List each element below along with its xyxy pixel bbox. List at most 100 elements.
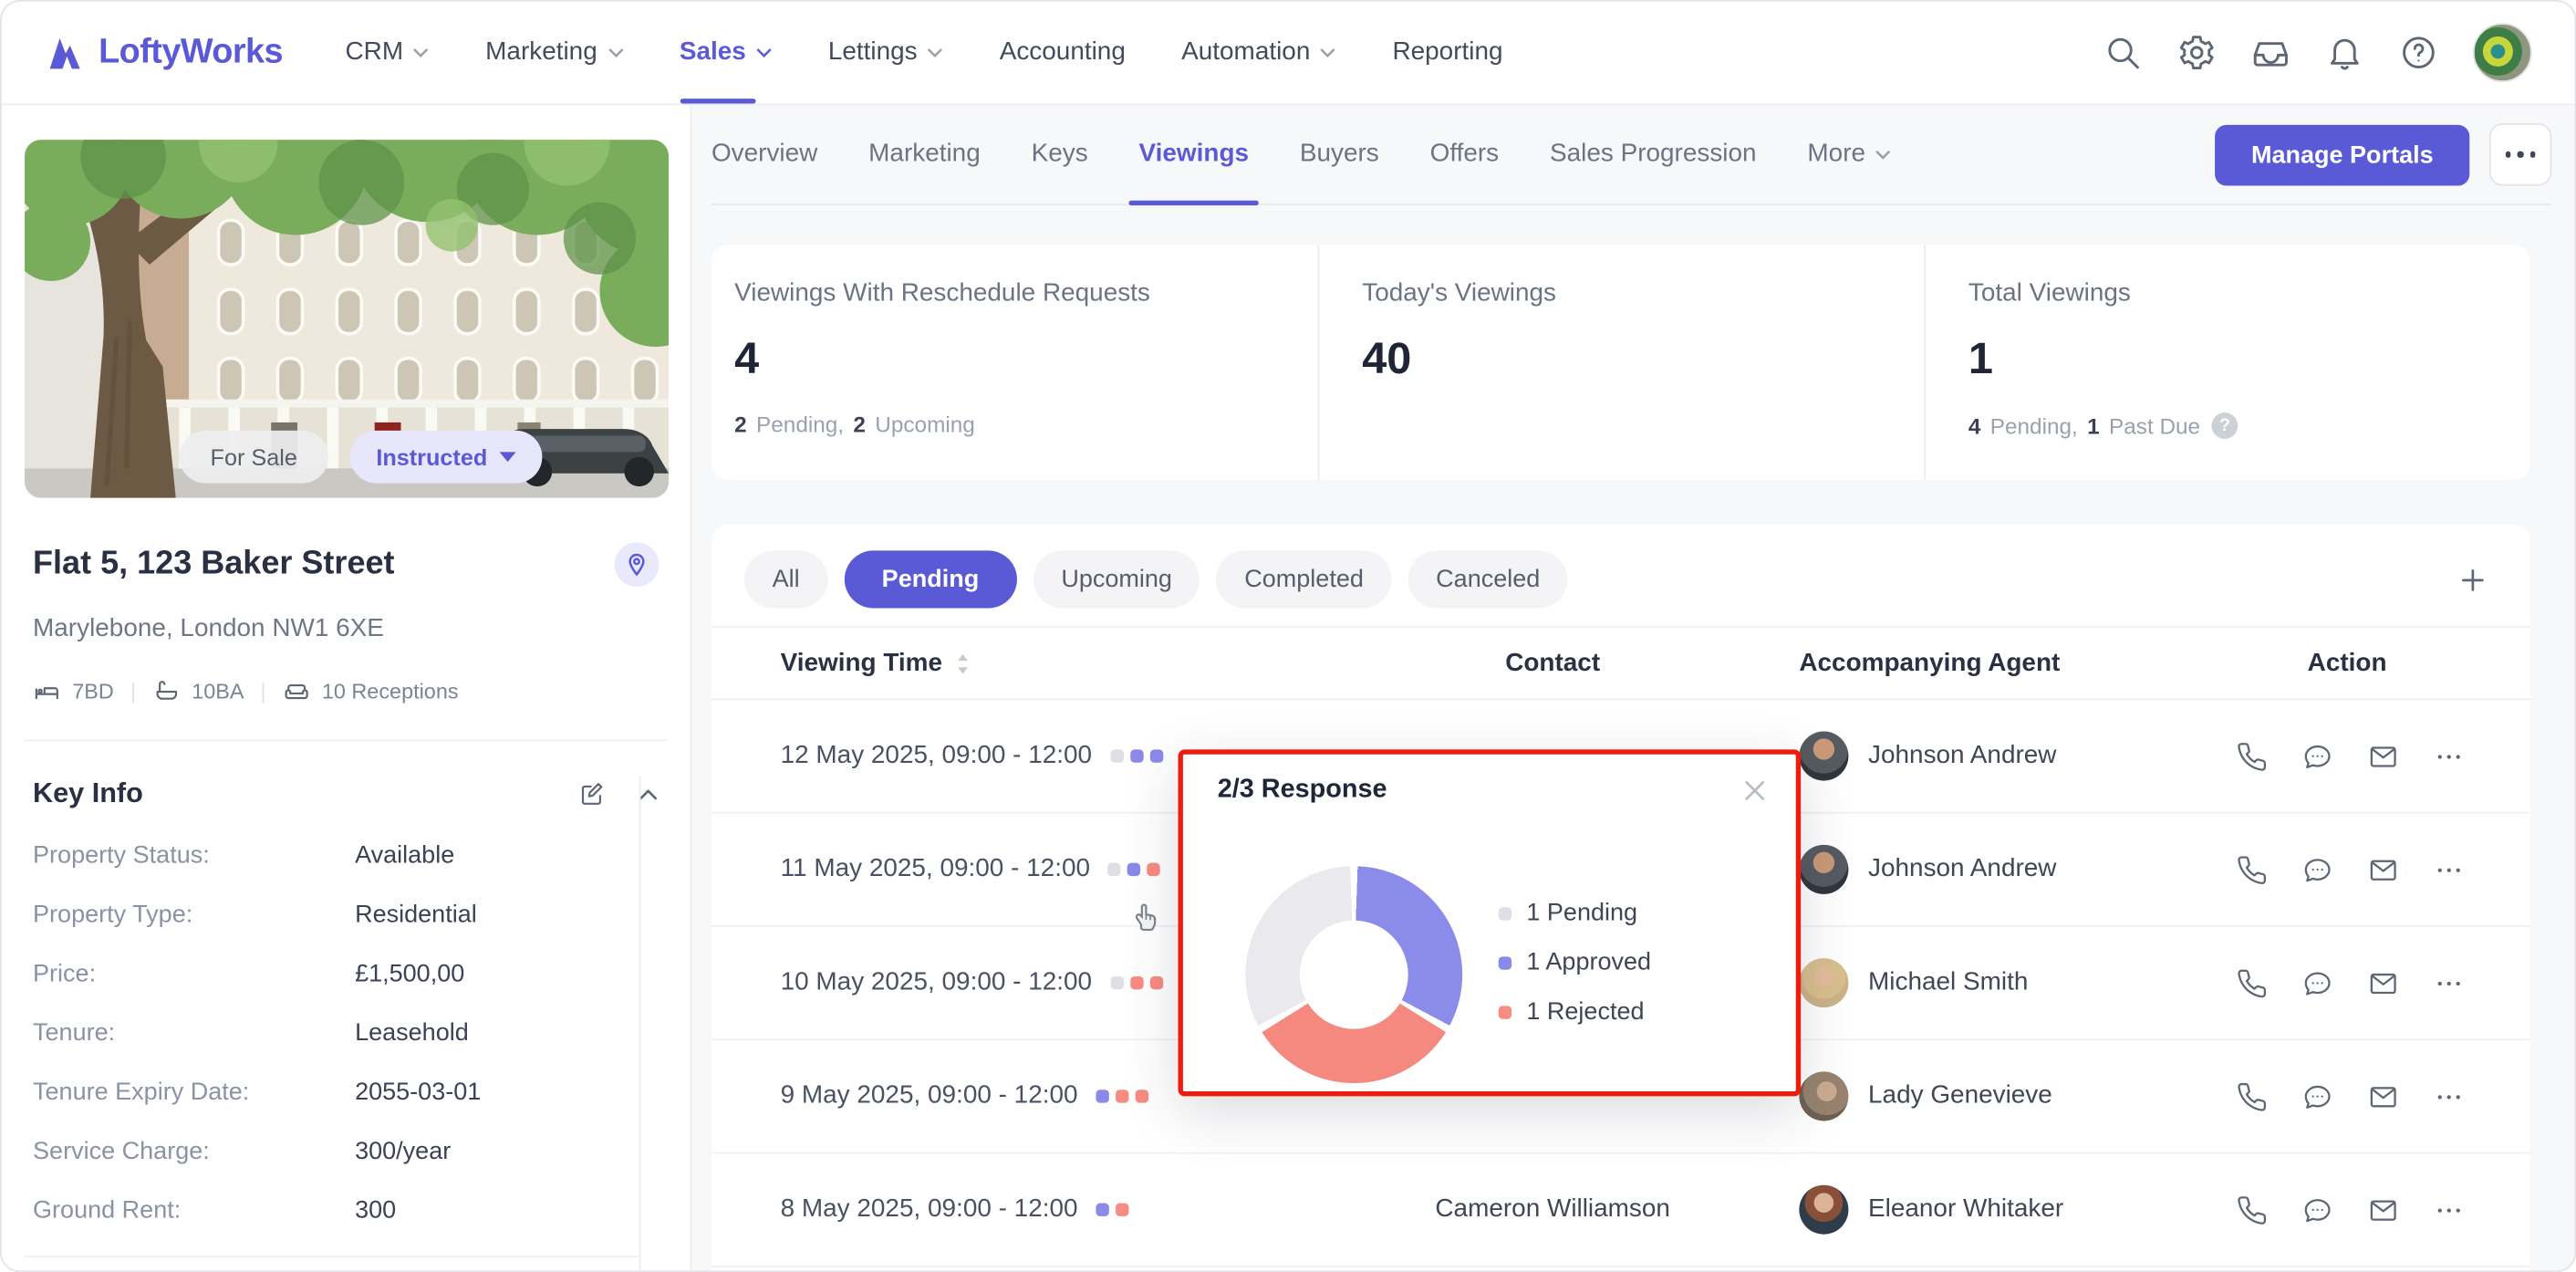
agent-avatar [1799,1184,1849,1235]
response-popup: 2/3 Response 1 Pending 1 Approved 1 Reje… [1178,749,1802,1097]
legend-item-approved: 1 Approved [1498,948,1651,976]
tab-marketing[interactable]: Marketing [868,140,981,168]
filter-pending[interactable]: Pending [844,550,1017,609]
property-sidebar: For Sale Instructed Flat 5, 123 Baker St… [1,105,692,1271]
chat-icon[interactable] [2302,1080,2333,1111]
col-contact: Contact [1505,648,1601,677]
mail-icon[interactable] [2368,1194,2399,1225]
tab-sales-progression[interactable]: Sales Progression [1549,140,1757,168]
for-sale-badge: For Sale [179,430,329,484]
response-dots[interactable] [1109,749,1163,763]
settings-icon[interactable] [2177,33,2217,72]
reception-icon [285,683,308,700]
section-tabs: Overview Marketing Keys Viewings Buyers … [711,105,2552,206]
mail-icon[interactable] [2368,1080,2399,1111]
user-avatar[interactable] [2472,23,2532,83]
nav-item-crm[interactable]: CRM [345,2,430,104]
search-icon[interactable] [2103,33,2143,72]
ellipsis-icon [2505,151,2536,158]
status-filters: All Pending Upcoming Completed Canceled [712,525,2530,609]
mail-icon[interactable] [2368,967,2399,998]
help-icon[interactable] [2399,33,2438,72]
popup-title: 2/3 Response [1217,776,1387,804]
response-dots[interactable] [1096,1203,1129,1216]
ellipsis-icon[interactable] [2434,1194,2465,1225]
topbar: LoftyWorks CRM Marketing Sales Lettings … [1,1,2575,106]
topbar-icons [2103,23,2532,83]
response-dots[interactable] [1107,862,1161,877]
response-dots[interactable] [1109,975,1163,990]
chat-icon[interactable] [2302,740,2333,771]
legend-item-rejected: 1 Rejected [1498,997,1651,1026]
filter-upcoming[interactable]: Upcoming [1033,550,1200,609]
key-info-row: Tenure Expiry Date: 2055-03-01 [33,1078,482,1107]
ellipsis-icon[interactable] [2434,854,2465,885]
property-address: Marylebone, London NW1 6XE [33,614,384,643]
filter-all[interactable]: All [743,550,828,609]
baths-spec: 10BA [152,677,244,705]
caret-down-icon [498,452,515,463]
manage-portals-button[interactable]: Manage Portals [2215,123,2470,185]
plus-icon [2462,568,2484,590]
nav-item-accounting[interactable]: Accounting [999,37,1126,67]
phone-icon[interactable] [2237,1080,2268,1111]
filter-canceled[interactable]: Canceled [1407,550,1568,609]
ellipsis-icon[interactable] [2434,967,2465,998]
add-viewing-button[interactable] [2448,555,2498,604]
viewing-row[interactable]: 9 May 2025, 09:00 - 12:00 Lady Genevieve [711,1040,2530,1154]
collapse-chevron-icon[interactable] [638,787,659,801]
key-info-row: Ground Rent: 300 [33,1196,397,1225]
phone-icon[interactable] [2237,967,2268,998]
nav-item-lettings[interactable]: Lettings [828,2,944,104]
instructed-badge[interactable]: Instructed [349,430,542,484]
table-header: Viewing Time Contact Accompanying Agent … [711,626,2530,701]
mail-icon[interactable] [2368,740,2399,771]
edit-icon[interactable] [576,779,606,808]
tab-more[interactable]: More [1807,105,1891,203]
chat-icon[interactable] [2302,967,2333,998]
property-photo: For Sale Instructed [25,140,670,498]
loftyworks-logo[interactable]: LoftyWorks [45,32,284,73]
stat-todays-viewings: Today's Viewings 40 [1317,245,1925,480]
map-pin-button[interactable] [614,542,660,588]
notifications-icon[interactable] [2325,33,2364,72]
help-tooltip-icon[interactable]: ? [2211,412,2238,439]
chat-icon[interactable] [2302,854,2333,885]
key-info-title: Key Info [33,777,143,809]
tab-keys[interactable]: Keys [1031,140,1088,168]
nav-item-marketing[interactable]: Marketing [485,2,623,104]
tab-offers[interactable]: Offers [1429,140,1500,168]
stat-reschedule-requests: Viewings With Reschedule Requests 4 2 Pe… [734,279,1150,438]
viewing-row[interactable]: 8 May 2025, 09:00 - 12:00 Cameron Willia… [711,1153,2530,1267]
bed-icon [35,687,58,700]
phone-icon[interactable] [2237,1194,2268,1225]
tab-overview[interactable]: Overview [711,140,818,168]
ellipsis-icon[interactable] [2434,1080,2465,1111]
viewing-row[interactable]: 10 May 2025, 09:00 - 12:00 Michael Smith [711,927,2530,1041]
nav-item-reporting[interactable]: Reporting [1392,37,1503,67]
response-donut-chart [1245,866,1463,1084]
bath-icon [155,681,177,700]
inbox-icon[interactable] [2251,33,2290,72]
agent-avatar [1799,958,1849,1008]
phone-icon[interactable] [2237,740,2268,771]
overflow-menu-button[interactable] [2488,123,2552,186]
nav-item-automation[interactable]: Automation [1181,2,1336,104]
tab-viewings[interactable]: Viewings [1128,105,1259,206]
sidebar-scrollbar[interactable] [639,776,641,1271]
response-dots[interactable] [1096,1090,1149,1103]
col-accompanying-agent: Accompanying Agent [1799,648,2061,677]
filter-completed[interactable]: Completed [1216,550,1392,609]
viewings-stats-card: Viewings With Reschedule Requests 4 2 Pe… [711,245,2530,480]
tab-buyers[interactable]: Buyers [1299,140,1379,168]
mail-icon[interactable] [2368,854,2399,885]
key-info-row: Property Type: Residential [33,901,477,929]
close-icon[interactable] [1739,774,1771,807]
nav-item-sales[interactable]: Sales [679,2,773,104]
chat-icon[interactable] [2302,1194,2333,1225]
phone-icon[interactable] [2237,854,2268,885]
chevron-down-icon [1321,48,1336,58]
col-viewing-time[interactable]: Viewing Time [781,649,1306,678]
ellipsis-icon[interactable] [2434,740,2465,771]
